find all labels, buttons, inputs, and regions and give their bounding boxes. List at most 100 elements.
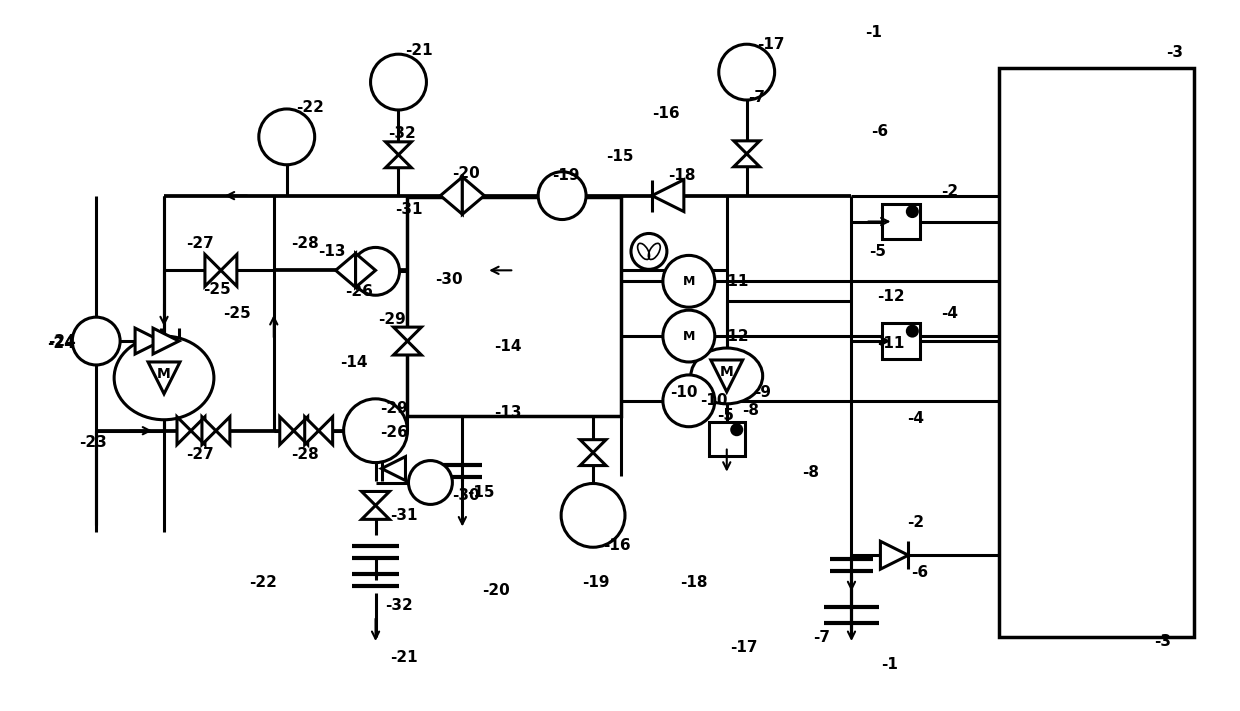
Polygon shape [580,453,606,466]
Circle shape [408,461,453,504]
Text: -2: -2 [941,184,959,199]
Polygon shape [580,439,606,453]
Text: -26: -26 [381,425,408,440]
Text: -19: -19 [582,574,610,589]
Polygon shape [652,180,683,212]
Text: -13: -13 [495,405,522,420]
Circle shape [259,109,315,165]
Polygon shape [711,360,743,392]
Text: -18: -18 [668,169,696,183]
Text: -16: -16 [652,107,680,122]
Bar [408,197,621,416]
Circle shape [343,399,408,463]
Text: -25: -25 [223,306,250,321]
Circle shape [732,424,742,434]
Ellipse shape [114,336,215,419]
Polygon shape [319,417,332,444]
Text: -20: -20 [482,582,510,597]
Text: -27: -27 [186,236,213,251]
Polygon shape [440,177,463,214]
Circle shape [663,255,714,307]
Text: -21: -21 [405,43,433,58]
Text: -16: -16 [603,538,631,552]
Text: -30: -30 [453,488,480,503]
Text: -14: -14 [340,356,367,370]
Polygon shape [336,253,356,287]
Circle shape [562,483,625,547]
Circle shape [352,247,399,295]
Text: -29: -29 [381,401,408,417]
Circle shape [908,207,918,217]
Bar [883,203,920,240]
Text: -1: -1 [866,25,883,40]
Text: -20: -20 [453,166,480,181]
Polygon shape [294,417,308,444]
Text: -3: -3 [1153,634,1171,649]
Circle shape [908,326,918,336]
Circle shape [631,233,667,269]
Text: -28: -28 [290,236,319,251]
Polygon shape [216,417,229,444]
Bar [709,422,745,456]
Text: -29: -29 [378,311,407,326]
Text: -14: -14 [495,338,522,353]
Text: -7: -7 [748,90,765,105]
Text: M: M [683,330,696,343]
Polygon shape [305,417,319,444]
Text: -8: -8 [802,465,820,480]
Polygon shape [280,417,294,444]
Polygon shape [463,177,485,214]
Text: -7: -7 [813,631,831,646]
Text: -13: -13 [317,244,345,259]
Text: -11: -11 [878,336,905,351]
Text: -10: -10 [699,393,728,408]
Polygon shape [362,506,389,519]
Text: -23: -23 [79,435,107,450]
Bar [883,323,920,359]
Polygon shape [734,154,760,167]
Polygon shape [382,456,405,481]
Text: -22: -22 [249,574,277,589]
Text: -32: -32 [388,127,417,141]
Circle shape [663,310,714,362]
Text: -24: -24 [47,336,76,351]
Polygon shape [135,328,161,354]
Text: -4: -4 [941,306,959,321]
Text: -9: -9 [754,385,771,400]
Text: -25: -25 [203,282,231,296]
Text: -19: -19 [552,169,579,183]
Bar [999,68,1194,637]
Text: -10: -10 [670,385,697,400]
Text: -21: -21 [391,651,418,665]
Text: -2: -2 [908,515,925,530]
Polygon shape [880,541,909,570]
Text: -31: -31 [396,202,423,217]
Text: -15: -15 [606,149,634,164]
Circle shape [663,375,714,427]
Text: -11: -11 [720,274,748,289]
Text: M: M [683,274,696,288]
Text: -24: -24 [48,333,76,348]
Text: -28: -28 [290,447,319,462]
Polygon shape [386,141,412,155]
Polygon shape [177,417,191,444]
Text: M: M [157,367,171,381]
Polygon shape [386,155,412,168]
Text: M: M [720,365,734,379]
Text: -15: -15 [467,485,495,500]
Text: -12: -12 [720,328,749,343]
Text: -18: -18 [680,574,707,589]
Circle shape [371,54,427,110]
Text: -5: -5 [717,408,734,423]
Text: -12: -12 [878,289,905,304]
Polygon shape [393,341,422,355]
Text: -30: -30 [435,272,463,287]
Text: -4: -4 [908,411,924,427]
Text: -17: -17 [756,37,784,52]
Text: -32: -32 [386,597,413,612]
Text: -1: -1 [882,657,898,673]
Polygon shape [202,417,216,444]
Polygon shape [362,491,389,506]
Text: -8: -8 [742,403,759,418]
Text: -27: -27 [186,447,213,462]
